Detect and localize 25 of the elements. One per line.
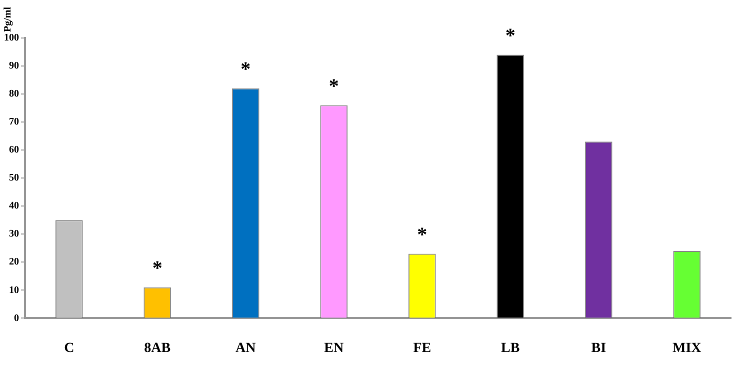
x-tick-label: 8AB <box>144 341 171 356</box>
y-tick-label: 30 <box>9 228 19 240</box>
annotation: * <box>152 258 162 280</box>
y-tick-label: 100 <box>4 32 19 44</box>
y-tick-label: 70 <box>9 116 19 128</box>
annotation: * <box>240 58 251 81</box>
x-tick-label: AN <box>236 341 256 356</box>
x-tick-label: C <box>64 341 74 356</box>
y-axis-title: Pg/ml <box>2 6 14 32</box>
x-tick-label: EN <box>324 341 344 356</box>
x-tick-label: FE <box>413 341 432 356</box>
y-tick-label: 20 <box>9 256 19 268</box>
x-tick-label: MIX <box>672 341 702 356</box>
y-tick-label: 60 <box>9 144 19 156</box>
y-tick-label: 80 <box>9 88 19 100</box>
y-tick-label: 10 <box>9 284 19 296</box>
x-tick-label: LB <box>501 341 520 356</box>
y-tick-label: 40 <box>9 200 19 212</box>
annotation: * <box>328 75 339 98</box>
x-tick-label: BI <box>591 341 606 356</box>
annotation: * <box>505 24 516 47</box>
y-tick-label: 50 <box>9 172 19 184</box>
y-tick-label: 90 <box>9 60 19 72</box>
y-tick-label: 0 <box>14 312 19 324</box>
annotation: * <box>417 224 428 246</box>
